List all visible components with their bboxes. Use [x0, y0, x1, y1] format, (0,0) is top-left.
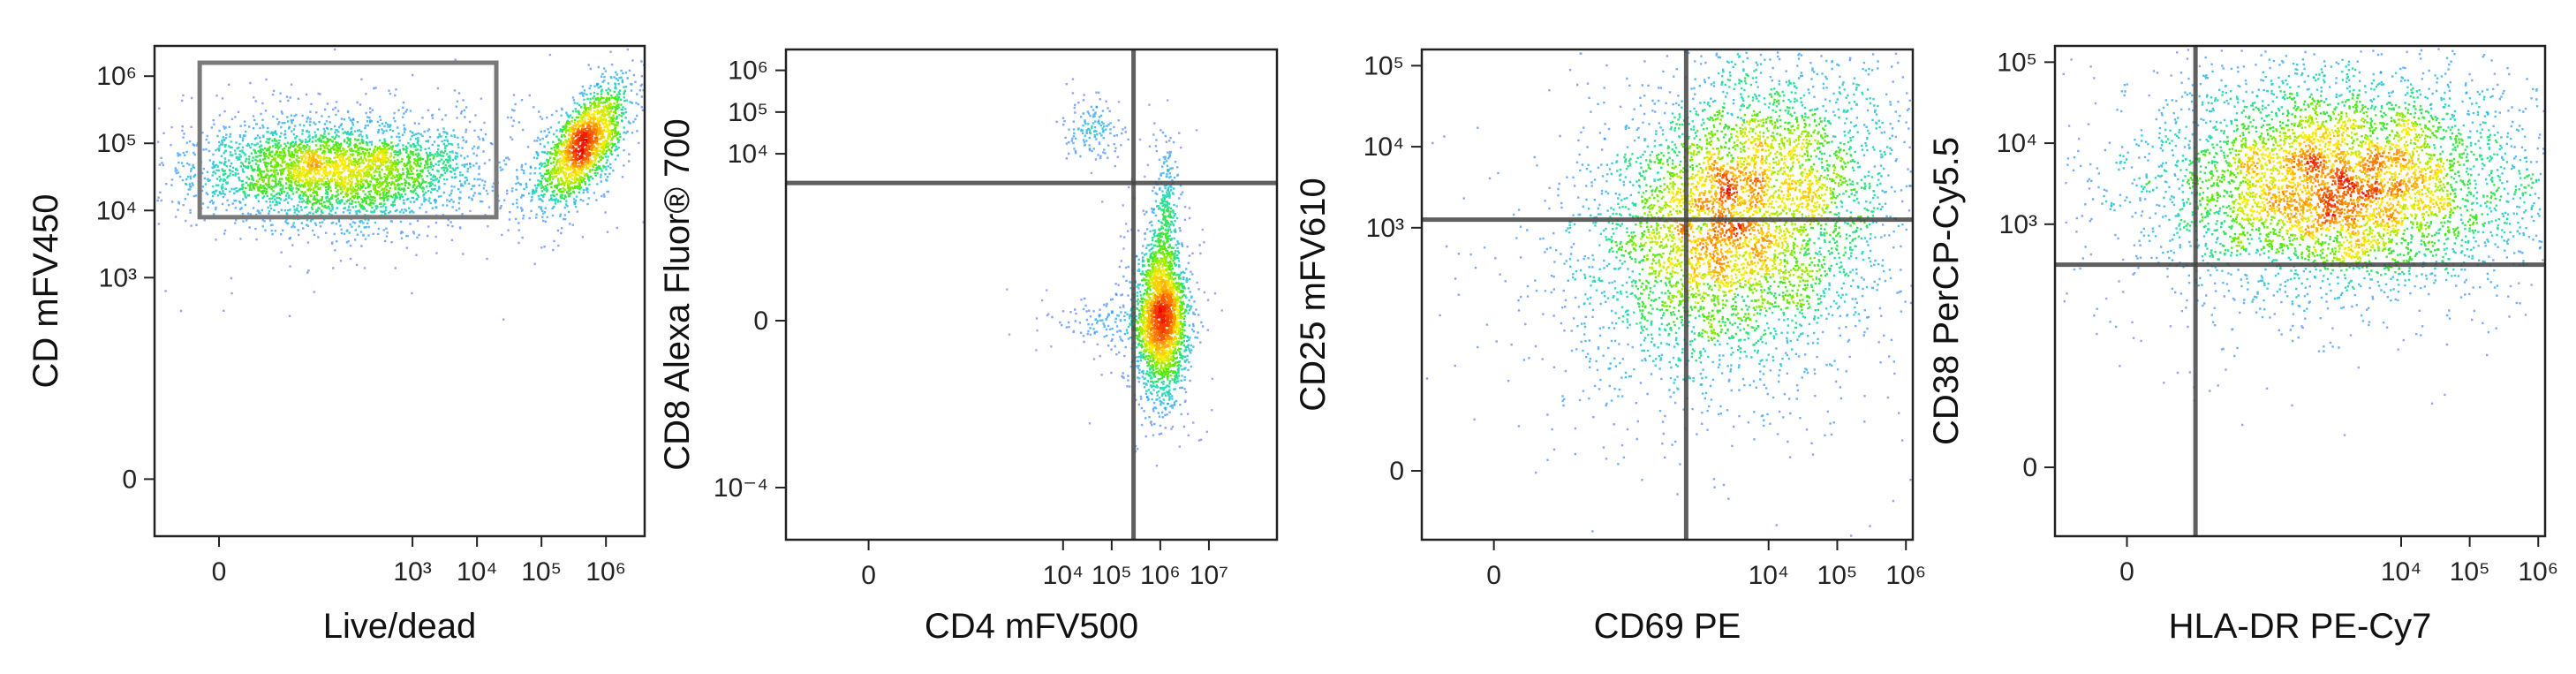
event-cloud-3	[1425, 51, 1913, 537]
x-tick-label: 0	[861, 561, 876, 590]
event-density-level-1	[1046, 78, 1217, 453]
event-density-level-24	[1726, 187, 1732, 193]
y-tick-label: 10⁵	[96, 129, 137, 158]
event-density-level-19	[1676, 160, 1771, 270]
x-axis-label: HLA-DR PE-Cy7	[2169, 607, 2432, 646]
x-tick-label: 10⁴	[457, 557, 497, 587]
event-density-level-13	[1631, 114, 1846, 338]
event-density-level-22	[571, 131, 592, 162]
event-cloud-4	[2062, 48, 2545, 436]
plot-frame	[1420, 48, 1915, 541]
event-density-level-20	[2278, 152, 2406, 224]
event-density-level-18	[2240, 127, 2433, 249]
y-tick-label: 0	[122, 465, 137, 494]
gate-rectangle[interactable]	[197, 60, 499, 220]
event-density-level-19	[2254, 148, 2424, 231]
y-tick-label: 10⁻⁴	[714, 473, 768, 503]
event-density-level-24	[1158, 307, 1162, 313]
y-tick-label: 0	[1389, 457, 1404, 486]
event-density-level-15	[1648, 121, 1830, 304]
y-tick-label: 10⁴	[1364, 133, 1404, 162]
event-density-level-19	[1150, 290, 1176, 345]
x-tick-label: 0	[1486, 561, 1501, 590]
x-tick-label: 0	[212, 557, 227, 587]
event-density-level-24	[578, 138, 588, 155]
x-tick-label: 10⁴	[2381, 557, 2421, 587]
x-axis-label: CD4 mFV500	[925, 607, 1138, 646]
y-tick-label: 0	[753, 307, 768, 336]
event-density-level-1	[2062, 48, 2544, 436]
x-tick-label: 10⁶	[1885, 561, 1926, 590]
event-cloud-2	[1006, 78, 1223, 467]
flow-plot-3: 0 10⁴ 10⁵ 10⁶ 0 10³ 10⁴ 10⁵ CD69 PE CD25 mFV610	[1294, 48, 1926, 646]
plot-frame	[784, 48, 1279, 541]
x-axis-label: Live/dead	[323, 607, 476, 646]
y-tick-label: 10⁵	[728, 98, 768, 127]
y-tick-label: 10³	[1366, 214, 1404, 243]
y-axis-label: CD8 Alexa Fluor® 700	[658, 118, 697, 471]
x-tick-label: 10⁵	[2450, 557, 2490, 587]
y-tick-label: 10⁵	[1997, 48, 2037, 77]
event-density-level-17	[2240, 125, 2450, 253]
y-tick-label: 10³	[99, 263, 137, 292]
flow-plot-1: 0 10³ 10⁴ 10⁵ 10⁶ 0 10³ 10⁴ 10⁵ 10⁶ Live/dead CD mF…	[26, 44, 646, 646]
event-density-level-3	[2066, 49, 2545, 392]
y-tick-label: 10⁵	[1364, 51, 1404, 80]
x-tick-label: 10⁴	[1043, 561, 1084, 590]
y-axis-label: CD38 PerCP-Cy5.5	[1927, 137, 1966, 445]
event-density-level-22	[1153, 300, 1170, 334]
x-tick-label: 10⁴	[1749, 561, 1789, 590]
event-density-level-15	[2232, 114, 2449, 263]
y-tick-label: 10⁶	[96, 62, 137, 91]
x-tick-label: 10⁶	[1140, 561, 1181, 590]
event-density-level-4	[174, 67, 638, 243]
x-tick-label: 10⁷	[1190, 561, 1228, 590]
event-density-level-16	[292, 110, 611, 186]
x-tick-label: 10⁶	[585, 557, 626, 587]
event-density-level-20	[1680, 167, 1764, 265]
flow-plot-4: 0 10⁴ 10⁵ 10⁶ 0 10³ 10⁴ 10⁵ HLA-DR PE-Cy7 CD38 Pe…	[1927, 44, 2558, 646]
x-tick-label: 0	[2119, 557, 2134, 587]
event-density-level-16	[2241, 117, 2447, 260]
y-tick-label: 0	[2022, 453, 2037, 482]
y-axis-label: CD25 mFV610	[1294, 178, 1333, 412]
event-density-level-0	[1006, 99, 1223, 467]
event-density-level-17	[1146, 276, 1177, 356]
y-axis-label: CD mFV450	[26, 193, 65, 388]
event-density-level-21	[571, 127, 598, 164]
x-tick-label: 10³	[393, 557, 431, 587]
event-density-level-8	[2123, 68, 2538, 292]
x-tick-label: 10⁵	[521, 557, 562, 587]
y-tick-label: 10⁴	[96, 196, 137, 225]
x-axis-label: CD69 PE	[1594, 607, 1741, 646]
event-density-level-17	[306, 117, 606, 174]
event-density-level-23	[1726, 191, 1742, 230]
x-tick-label: 10⁵	[1817, 561, 1858, 590]
event-density-level-16	[1649, 138, 1821, 288]
x-tick-label: 10⁶	[2518, 557, 2558, 587]
event-density-level-6	[185, 76, 628, 231]
plot-frame	[153, 44, 646, 538]
event-density-level-23	[1157, 304, 1167, 324]
x-tick-label: 10⁵	[1092, 561, 1132, 590]
y-tick-label: 10⁶	[728, 57, 768, 86]
event-density-level-2	[1425, 52, 1913, 537]
event-cloud-1	[156, 48, 646, 321]
event-density-level-12	[254, 96, 620, 201]
y-tick-label: 10³	[1999, 210, 2037, 239]
event-density-level-23	[575, 131, 588, 160]
event-density-level-10	[2145, 90, 2534, 275]
event-density-level-6	[2101, 60, 2542, 312]
event-density-level-22	[1719, 178, 1739, 238]
event-density-level-14	[2228, 114, 2452, 263]
event-density-level-3	[1499, 51, 1913, 488]
plot-frame	[2053, 44, 2547, 538]
event-density-level-24	[2362, 192, 2368, 197]
y-tick-label: 10⁴	[728, 140, 768, 169]
y-tick-label: 10⁴	[1997, 129, 2037, 158]
